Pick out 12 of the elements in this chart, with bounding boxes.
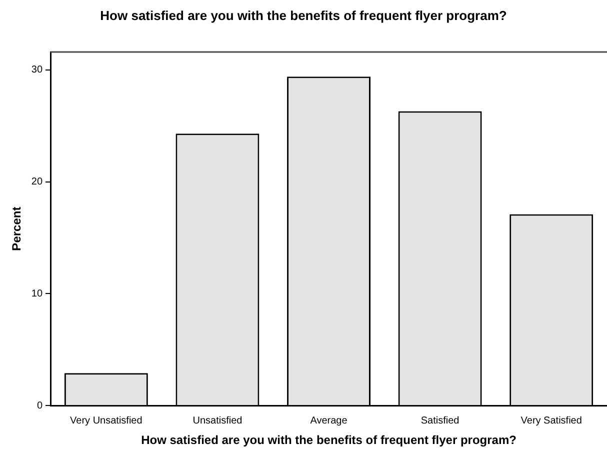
y-axis-title: Percent xyxy=(10,206,24,251)
x-tick-label: Very Satisfied xyxy=(520,415,582,426)
x-tick-label: Average xyxy=(310,415,348,426)
x-tick-label: Very Unsatisfied xyxy=(70,415,142,426)
x-axis-title: How satisfied are you with the benefits of frequent flyer program? xyxy=(141,433,516,448)
x-tick-label: Satisfied xyxy=(420,415,460,426)
y-tick-label: 0 xyxy=(36,400,43,412)
y-tick-label: 30 xyxy=(31,64,43,76)
y-tick-label: 10 xyxy=(31,288,43,300)
chart-title: How satisfied are you with the benefits of frequent flyer program? xyxy=(99,8,508,23)
y-tick-label: 20 xyxy=(31,176,43,188)
x-tick-label: Unsatisfied xyxy=(192,415,242,426)
